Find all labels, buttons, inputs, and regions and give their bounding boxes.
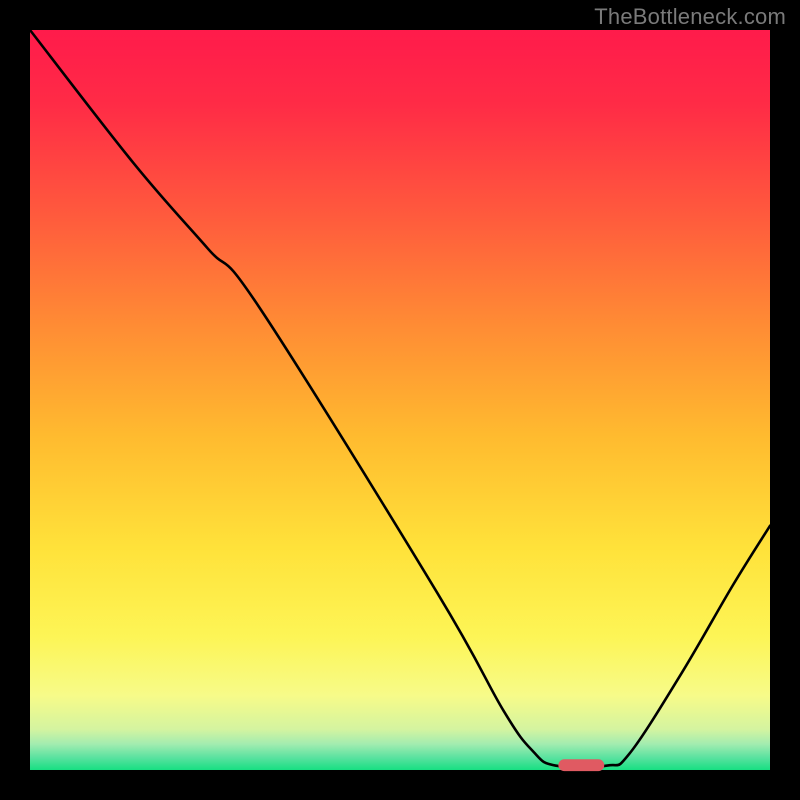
watermark-text: TheBottleneck.com <box>594 4 786 30</box>
chart-container: TheBottleneck.com <box>0 0 800 800</box>
optimal-marker <box>558 759 604 771</box>
bottleneck-curve-chart <box>0 0 800 800</box>
plot-background <box>30 30 770 770</box>
